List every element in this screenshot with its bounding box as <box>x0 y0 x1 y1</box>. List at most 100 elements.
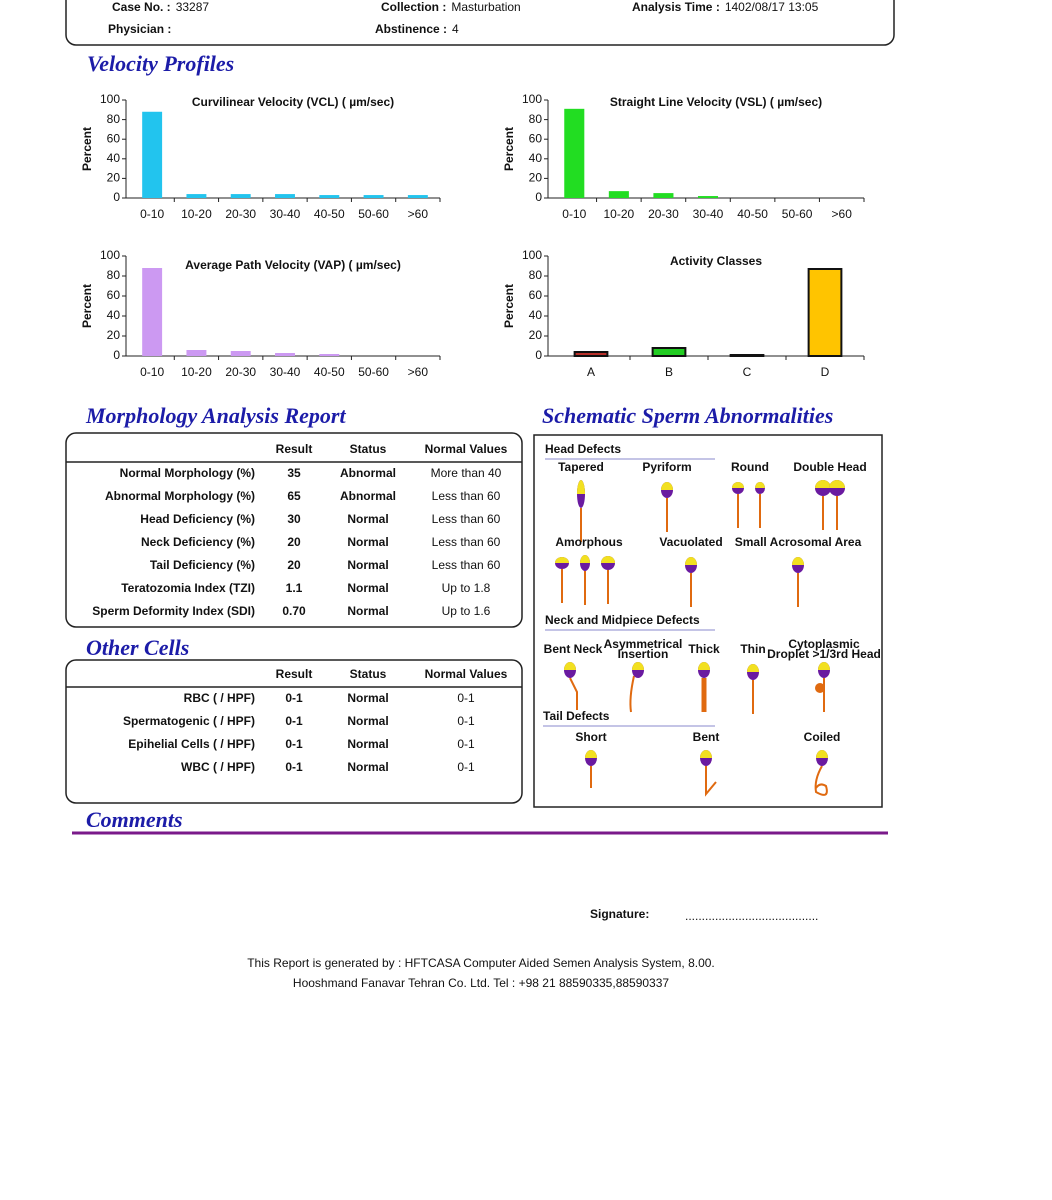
sperm-acrosome <box>816 750 828 758</box>
status: Normal <box>347 604 388 618</box>
normal-value: More than 40 <box>431 466 502 480</box>
header-label: Case No. : <box>112 0 171 14</box>
row-label: Neck Deficiency (%) <box>141 535 255 549</box>
y-tick-label: 40 <box>529 151 543 165</box>
abnormality-label: Pyriform <box>642 460 691 474</box>
status: Normal <box>347 535 388 549</box>
x-tick-label: B <box>665 365 673 379</box>
x-tick-label: 30-40 <box>693 207 724 221</box>
schematic-box <box>533 434 883 808</box>
abnormality-label: Thin <box>740 642 765 656</box>
section-title: Velocity Profiles <box>87 51 234 76</box>
chart-title: Curvilinear Velocity (VCL) ( µm/sec) <box>192 95 394 109</box>
header-value: Masturbation <box>451 0 520 14</box>
bar <box>807 268 843 357</box>
header-label: Abstinence : <box>375 22 447 36</box>
bar <box>230 351 251 356</box>
x-tick-label: 10-20 <box>181 365 212 379</box>
y-axis-label: Percent <box>502 127 516 171</box>
y-tick-label: 100 <box>100 92 120 106</box>
x-tick-label: 20-30 <box>225 207 256 221</box>
abnormality-label: Round <box>731 460 769 474</box>
sperm-tail <box>569 677 578 710</box>
y-tick-label: 100 <box>100 248 120 262</box>
normal-value: Less than 60 <box>432 558 501 572</box>
normal-value: Less than 60 <box>432 489 501 503</box>
column-header: Result <box>276 667 313 681</box>
bar <box>186 194 207 198</box>
y-tick-label: 0 <box>535 348 542 362</box>
bar <box>319 195 340 198</box>
sperm-tail <box>814 765 828 796</box>
normal-value: 0-1 <box>457 714 475 728</box>
abnormality-label: Bent <box>693 730 720 744</box>
y-tick-label: 100 <box>522 92 542 106</box>
row-label: Spermatogenic ( / HPF) <box>123 714 255 728</box>
section-title: Schematic Sperm Abnormalities <box>542 403 833 428</box>
sperm-acrosome <box>792 557 804 565</box>
bar <box>651 347 687 357</box>
result: 0-1 <box>285 737 303 751</box>
y-tick-label: 20 <box>107 328 121 342</box>
x-tick-label: 20-30 <box>225 365 256 379</box>
x-tick-label: 40-50 <box>314 207 345 221</box>
abnormality-label: Amorphous <box>555 535 623 549</box>
sperm-acrosome <box>580 555 590 563</box>
result: 0-1 <box>285 714 303 728</box>
bar <box>186 350 207 356</box>
header-value: 4 <box>452 22 459 36</box>
abnormality-label: Cytoplasmic Droplet >1/3rd Head <box>767 637 881 661</box>
bar <box>697 196 719 198</box>
abnormality-label: Bent Neck <box>544 642 603 656</box>
x-tick-label: >60 <box>832 207 853 221</box>
sperm-tail <box>705 766 717 797</box>
signature-line: ........................................ <box>685 909 818 923</box>
result: 1.1 <box>286 581 303 595</box>
y-axis-label: Percent <box>80 127 94 171</box>
other-cells-box <box>65 659 523 804</box>
y-tick-label: 60 <box>529 131 543 145</box>
sperm-acrosome <box>700 750 712 758</box>
normal-value: Less than 60 <box>432 535 501 549</box>
row-label: Normal Morphology (%) <box>120 466 255 480</box>
sperm-acrosome <box>564 662 576 670</box>
sperm-acrosome <box>661 482 673 490</box>
x-tick-label: 40-50 <box>737 207 768 221</box>
x-tick-label: 30-40 <box>270 365 301 379</box>
row-label: Tail Deficiency (%) <box>150 558 255 572</box>
x-tick-label: 0-10 <box>562 207 586 221</box>
x-tick-label: >60 <box>408 207 429 221</box>
footer-line: This Report is generated by : HFTCASA Co… <box>247 956 715 970</box>
bar <box>608 191 629 198</box>
y-tick-label: 0 <box>113 348 120 362</box>
abnormality-label: Vacuolated <box>659 535 722 549</box>
result: 0-1 <box>285 691 303 705</box>
bar <box>319 354 340 356</box>
chart-title: Straight Line Velocity (VSL) ( µm/sec) <box>610 95 822 109</box>
sperm-acrosome <box>555 557 569 563</box>
column-header: Normal Values <box>425 667 508 681</box>
x-tick-label: 40-50 <box>314 365 345 379</box>
sperm-acrosome <box>577 480 585 494</box>
x-tick-label: >60 <box>408 365 429 379</box>
signature-label: Signature: <box>590 907 649 921</box>
normal-value: 0-1 <box>457 760 475 774</box>
y-axis-label: Percent <box>502 284 516 328</box>
normal-value: 0-1 <box>457 737 475 751</box>
abnormality-label: Short <box>575 730 606 744</box>
y-tick-label: 80 <box>107 112 121 126</box>
y-tick-label: 20 <box>529 328 543 342</box>
status: Normal <box>347 581 388 595</box>
sperm-tail <box>629 675 635 713</box>
header-value: 33287 <box>176 0 210 14</box>
sperm-acrosome <box>585 750 597 758</box>
bar <box>573 351 609 357</box>
sperm-acrosome <box>829 480 845 488</box>
row-label: RBC ( / HPF) <box>184 691 255 705</box>
header-label: Analysis Time : <box>632 0 720 14</box>
header-label: Physician : <box>108 22 171 36</box>
y-tick-label: 80 <box>107 268 121 282</box>
bar <box>142 268 163 356</box>
y-tick-label: 80 <box>529 112 543 126</box>
chart-title: Activity Classes <box>670 254 762 268</box>
